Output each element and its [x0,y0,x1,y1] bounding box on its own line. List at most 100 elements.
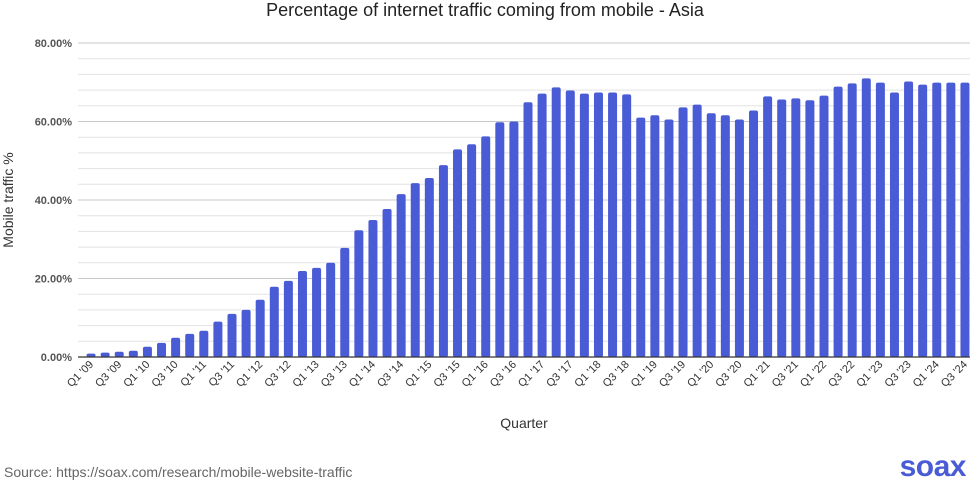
bar [269,286,279,357]
bar [777,99,787,358]
bar [932,82,942,357]
bar [142,346,152,357]
bar [396,194,406,357]
bar [114,351,124,357]
x-tick-label: Q1 '18 [572,359,603,390]
x-axis-title: Quarter [500,415,548,431]
bar [805,100,815,358]
x-tick-label: Q1 '20 [685,359,716,390]
bar [481,136,491,357]
bar [918,84,928,357]
bar [185,333,195,357]
bar [509,121,519,357]
bar [749,110,759,357]
bar [523,102,533,357]
x-tick-label: Q3 '23 [883,359,914,390]
y-tick-label: 60.00% [35,117,73,129]
bar [438,165,448,357]
bar [833,86,843,357]
x-tick-label: Q1 '23 [854,359,885,390]
bar [467,144,477,357]
y-tick-label: 20.00% [35,274,73,286]
bar [537,93,547,357]
x-tick-label: Q3 '10 [150,359,181,390]
x-tick-label: Q3 '13 [319,359,350,390]
bar [424,178,434,357]
bar [579,93,589,357]
x-tick-label: Q3 '12 [262,359,293,390]
bar [368,220,378,357]
bar [565,90,575,358]
x-tick-label: Q1 '15 [403,359,434,390]
bar [875,82,885,357]
bar [100,352,110,357]
x-tick-label: Q1 '10 [121,359,152,390]
x-tick-label: Q1 '21 [742,359,773,390]
x-tick-label: Q1 '24 [911,359,942,390]
y-tick-label: 0.00% [41,352,72,364]
bar [410,183,420,357]
bar [692,104,702,357]
x-tick-label: Q1 '11 [178,359,209,390]
bar [241,309,251,357]
bar [861,78,871,357]
x-tick-label: Q1 '13 [291,359,322,390]
x-tick-label: Q1 '17 [516,359,547,390]
x-tick-label: Q3 '20 [713,359,744,390]
bar [297,271,307,357]
bar [678,107,688,358]
bar [791,98,801,357]
bar [720,115,730,357]
bar [326,262,336,357]
x-tick-label: Q1 '12 [234,359,265,390]
bar [622,94,632,357]
bar [312,267,322,357]
y-tick-label: 80.00% [35,38,73,50]
x-tick-label: Q1 '14 [347,359,378,390]
bar [706,113,716,357]
x-tick-label: Q3 '14 [375,359,406,390]
bar [255,299,265,357]
bar [213,321,223,357]
bar [340,247,350,357]
bar [382,209,392,357]
bar [453,149,463,357]
bar [960,82,970,357]
bar [847,83,857,358]
bar [636,117,646,357]
bar [889,92,899,357]
bar [593,92,603,357]
bar [128,350,138,357]
bar [551,87,561,357]
bar [86,353,96,357]
y-axis-title: Mobile traffic % [0,152,16,247]
x-tick-label: Q3 '22 [826,359,857,390]
bar [763,96,773,357]
bar [664,119,674,357]
x-tick-label: Q3 '15 [431,359,462,390]
y-tick-label: 40.00% [35,195,73,207]
bar [171,337,181,357]
x-tick-label: Q3 '09 [93,359,124,390]
bar [819,95,829,357]
x-tick-label: Q3 '16 [488,359,519,390]
bar [157,342,167,357]
x-tick-label: Q3 '19 [657,359,688,390]
x-tick-label: Q3 '11 [207,359,238,390]
x-tick-label: Q3 '21 [770,359,801,390]
bar [904,81,914,357]
bar [946,82,956,357]
x-tick-label: Q3 '18 [601,359,632,390]
soax-logo: soax [899,450,967,482]
bar [354,230,364,357]
bar [227,313,237,357]
bar [650,115,660,357]
bar [608,92,618,357]
x-tick-label: Q1 '19 [629,359,660,390]
x-tick-label: Q1 '16 [460,359,491,390]
bar [734,119,744,357]
x-tick-label: Q3 '24 [939,359,970,390]
chart-title: Percentage of internet traffic coming fr… [266,0,704,20]
